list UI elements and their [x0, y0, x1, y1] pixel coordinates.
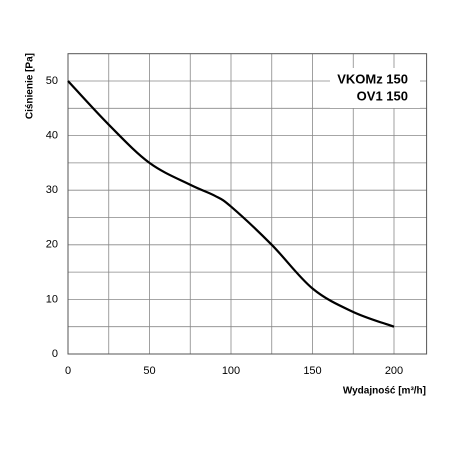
x-tick-label: 50	[143, 365, 155, 377]
x-tick-label: 200	[385, 365, 403, 377]
x-axis-label: Wydajność [m³/h]	[343, 386, 426, 397]
annotation: VKOMz 150	[337, 71, 408, 86]
x-tick-label: 0	[65, 365, 71, 377]
x-tick-label: 100	[222, 365, 240, 377]
y-tick-label: 40	[46, 130, 58, 142]
line	[67, 80, 395, 328]
annotation-box	[330, 68, 420, 108]
y-tick-label: 50	[46, 75, 58, 87]
y-tick-label: 30	[46, 184, 58, 196]
annotation: OV1 150	[357, 88, 408, 103]
y-tick-label: 20	[46, 239, 58, 251]
y-tick-label: 0	[52, 348, 58, 360]
y-tick-label: 10	[46, 293, 58, 305]
y-axis-label: Ciśnienie [Pa]	[25, 53, 36, 119]
x-tick-label: 150	[303, 365, 321, 377]
plot-frame	[67, 53, 428, 355]
grid	[67, 53, 427, 355]
